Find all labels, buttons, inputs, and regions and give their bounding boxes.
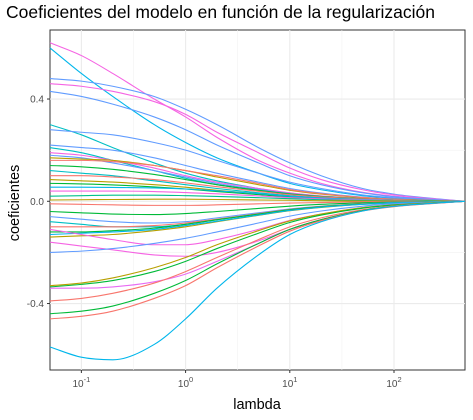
- chart-title: Coeficientes del modelo en función de la…: [6, 2, 436, 22]
- x-tick-label: 101: [282, 375, 297, 390]
- series-lines: [49, 42, 466, 361]
- series-line-V3: [49, 78, 466, 202]
- y-tick-label: 0.4: [30, 95, 44, 106]
- series-line-V2: [49, 47, 466, 202]
- series-line-V39: [49, 200, 466, 320]
- x-axis-label: lambda: [233, 397, 281, 413]
- x-tick-label: 10-1: [72, 375, 90, 390]
- series-line-V38: [49, 200, 466, 315]
- y-tick-label: 0.0: [30, 197, 44, 208]
- x-tick-label: 100: [178, 375, 193, 390]
- series-line-V4: [49, 83, 466, 202]
- series-line-V13: [49, 159, 466, 202]
- y-tick-label: -0.4: [27, 299, 45, 310]
- axis-ticks: -0.4 0.0 0.4 10-1 100 101 102: [27, 95, 402, 390]
- series-line-V30: [49, 200, 466, 236]
- series-line-V37: [49, 200, 466, 302]
- series-line-V7: [49, 129, 466, 202]
- series-line-V5: [49, 90, 466, 202]
- series-line-V33: [49, 200, 466, 253]
- series-line-V35: [49, 200, 466, 288]
- x-tick-label: 102: [386, 375, 401, 390]
- series-line-V32: [49, 200, 466, 257]
- series-line-V40: [49, 200, 466, 361]
